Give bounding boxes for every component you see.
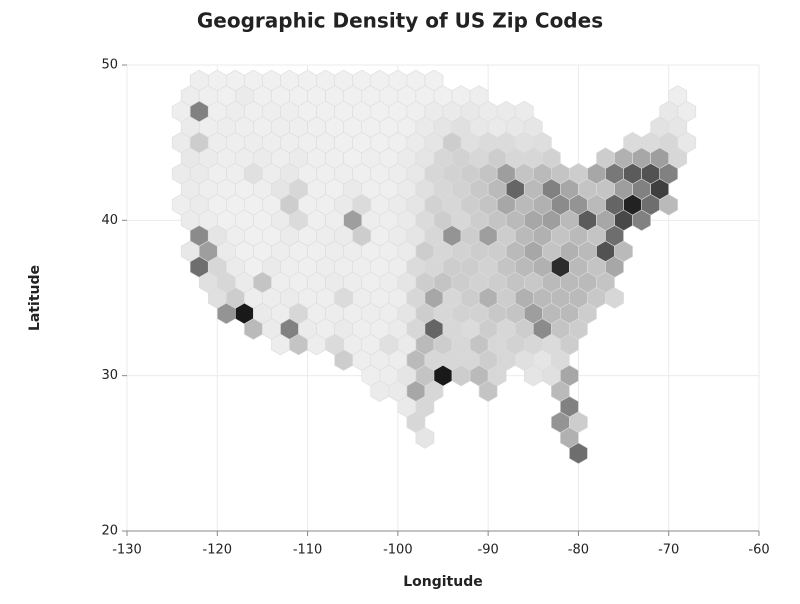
x-tick-label: -70: [658, 543, 679, 558]
hexbin: [569, 442, 588, 465]
x-tick-label: -130: [112, 543, 142, 558]
y-axis-label: Latitude: [27, 265, 43, 331]
x-tick-label: -60: [748, 543, 769, 558]
x-tick-label: -110: [293, 543, 323, 558]
y-tick-label: 40: [101, 213, 118, 228]
hexbin: [659, 194, 679, 216]
hexbin: [632, 209, 651, 232]
x-axis-label: Longitude: [403, 574, 483, 590]
hexbin: [605, 287, 624, 309]
x-tick-label: -90: [478, 543, 499, 558]
x-tick-label: -120: [203, 543, 233, 558]
chart-title: Geographic Density of US Zip Codes: [197, 9, 603, 33]
y-tick-label: 20: [101, 524, 118, 539]
x-tick-label: -80: [568, 543, 589, 558]
y-tick-label: 30: [101, 368, 118, 383]
hexbin: [478, 380, 498, 402]
hexbin: [415, 427, 435, 449]
x-tick-label: -100: [383, 543, 413, 558]
y-tick-label: 50: [101, 58, 118, 73]
hexbins: [171, 69, 697, 465]
